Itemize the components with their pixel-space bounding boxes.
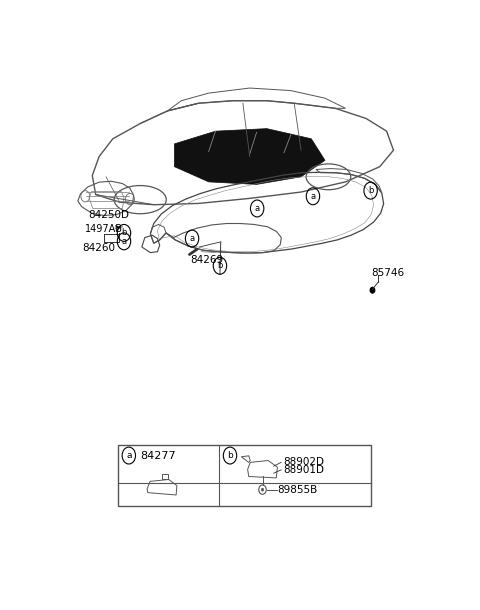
Text: a: a	[311, 192, 315, 201]
Text: 84277: 84277	[141, 451, 176, 461]
Text: a: a	[254, 204, 260, 213]
Text: 88901D: 88901D	[283, 465, 324, 475]
Text: 89855B: 89855B	[277, 484, 318, 495]
Circle shape	[262, 488, 264, 491]
Text: 1497AB: 1497AB	[85, 224, 123, 234]
Polygon shape	[174, 129, 325, 184]
Text: 84260: 84260	[83, 243, 115, 253]
Text: 84269: 84269	[190, 254, 223, 265]
Text: a: a	[121, 237, 127, 246]
Text: b: b	[368, 186, 373, 195]
Circle shape	[370, 287, 375, 293]
Text: a: a	[126, 451, 132, 460]
Text: b: b	[217, 261, 223, 270]
Text: b: b	[227, 451, 233, 460]
Text: a: a	[190, 234, 194, 243]
Text: 85746: 85746	[372, 268, 405, 278]
Text: b: b	[121, 228, 127, 237]
Text: 88902D: 88902D	[283, 458, 324, 467]
Text: 84250D: 84250D	[88, 210, 129, 220]
